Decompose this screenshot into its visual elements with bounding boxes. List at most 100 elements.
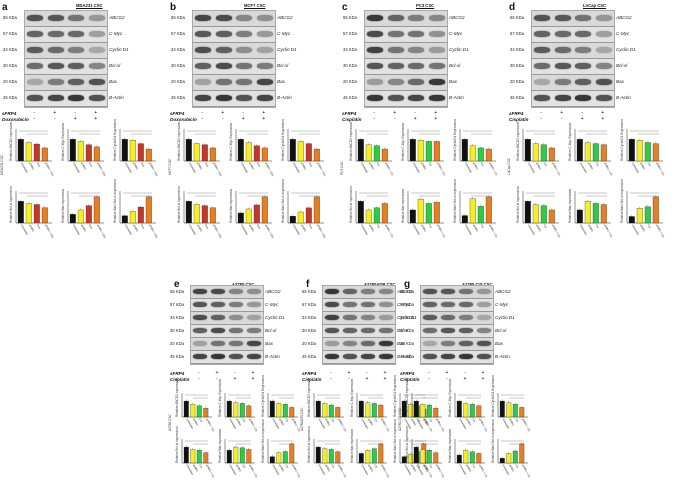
group-tick-label: sFRP4 + Cis (436, 162, 447, 177)
plus-minus-sign: - (373, 116, 376, 122)
blot-band (88, 79, 105, 86)
blot-band (554, 15, 571, 22)
kda-label: 30 KDa (170, 327, 184, 333)
blot-band (387, 15, 404, 22)
blot-strip (191, 351, 263, 364)
group-tick-label: sFRP4 (278, 464, 286, 473)
blot-strip (365, 59, 447, 75)
blot-strip (191, 312, 263, 325)
bar (121, 139, 128, 162)
treatment-label: Cisplatin (509, 117, 529, 122)
group-tick-label: Untreated (527, 162, 536, 174)
group-tick-label: Untreated (185, 418, 194, 430)
group-tick-label: Untreated (271, 418, 280, 430)
kda-label: 30 KDa (400, 327, 414, 333)
bar (305, 143, 312, 162)
blot-band (575, 95, 592, 102)
blot-band (534, 79, 551, 86)
blot-strip (323, 338, 395, 351)
blot-strip (421, 338, 493, 351)
blot-band (458, 328, 474, 334)
group-tick-label: sFRP4 (80, 162, 88, 171)
blot-band (408, 15, 425, 22)
group-tick-label: Cis (284, 418, 290, 424)
blot-band (360, 302, 376, 308)
group-tick-label: sFRP4 (422, 464, 430, 473)
bar (420, 449, 426, 464)
bar (121, 215, 128, 224)
y-axis-label: Relative Bcl-xl expression (349, 186, 353, 224)
protein-label: Cyclin D1 (265, 314, 285, 320)
group-tick-label: Untreated (631, 224, 640, 236)
blot-band (210, 289, 226, 295)
kda-label: 20 KDa (510, 79, 524, 84)
plus-minus-sign: - (464, 370, 466, 376)
blot-band (27, 63, 44, 70)
protein-label: C-Myc (265, 301, 279, 307)
blot-band (554, 31, 571, 38)
blot-band (68, 47, 85, 54)
bar (499, 400, 505, 418)
bar (129, 140, 136, 162)
blot-band (246, 341, 262, 347)
blot-strip (25, 91, 107, 107)
group-tick-label: sFRP4 (465, 418, 473, 427)
y-axis-label: Relative Bcl-xl expression (175, 426, 179, 464)
protein-label: B-Actin (616, 95, 631, 100)
western-blot (24, 10, 108, 108)
blot-band (476, 302, 492, 308)
bar (469, 198, 476, 224)
kda-label: 57 KDa (302, 301, 316, 307)
blot-band (387, 47, 404, 54)
protein-label: Bcl-xl (616, 63, 628, 68)
group-tick-label: sFRP4 (248, 162, 256, 171)
group-tick-label: sFRP4 + Dox (212, 224, 224, 240)
plus-minus-sign: + (383, 376, 387, 382)
blot-strip (532, 91, 614, 107)
protein-label: Bcl-xl (265, 327, 277, 333)
blot-band (440, 289, 456, 295)
bar (183, 446, 189, 464)
blot-band (534, 95, 551, 102)
blot-band (256, 15, 273, 22)
plus-minus-sign: + (463, 376, 467, 382)
y-axis-label: Relative Bax expression (61, 188, 65, 223)
kda-label: 57 KDa (343, 31, 357, 36)
blot-band (378, 289, 394, 295)
plus-minus-sign: - (560, 116, 563, 122)
group-tick-label: Dox (140, 224, 146, 231)
bar (433, 452, 439, 464)
bar (584, 142, 591, 162)
protein-label: Bax (277, 79, 285, 84)
bar (289, 443, 295, 464)
bar (85, 144, 92, 162)
group-tick-label: sFRP4 + Dox (316, 224, 328, 240)
group-tick-label: sFRP4 (132, 224, 140, 233)
treatment-label: Cisplatin (342, 117, 362, 122)
plus-minus-sign: - (581, 110, 584, 116)
protein-label: Bcl-xl (397, 327, 409, 333)
y-axis-label: Relative CyclinD1 Expression (261, 375, 265, 417)
blot-band (210, 354, 226, 360)
blot-band (458, 302, 474, 308)
protein-label: Bcl-xl (109, 63, 121, 68)
bar (417, 140, 424, 162)
group-tick-label: Cis (514, 464, 520, 470)
group-tick-label: sFRP4 (196, 224, 204, 233)
group-tick-label: sFRP4 (535, 162, 543, 171)
bar (358, 400, 364, 418)
blot-strip (25, 27, 107, 43)
bar (253, 145, 260, 162)
blot-band (387, 79, 404, 86)
group-tick-label: sFRP4 (80, 224, 88, 233)
bar (644, 206, 651, 224)
y-axis-label: Relative C-Myc Expression (229, 122, 233, 161)
kda-label: 30 KDa (3, 63, 17, 68)
protein-label: ABCG2 (277, 15, 293, 20)
blot-band (236, 63, 253, 70)
y-axis-label: Relative CyclinD1 Expression (453, 119, 457, 161)
protein-label: Cyclin D1 (616, 47, 636, 52)
blot-band (88, 95, 105, 102)
